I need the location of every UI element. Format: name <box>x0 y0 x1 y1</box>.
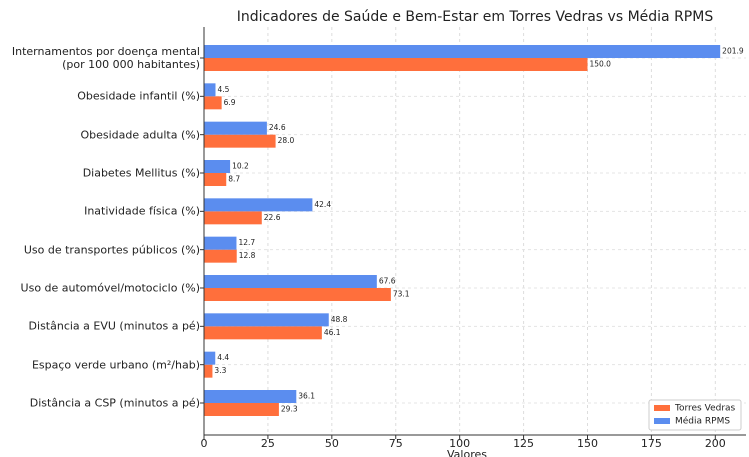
y-tick-label: Distância a CSP (minutos a pé) <box>29 396 200 410</box>
y-tick-label: Uso de automóvel/motociclo (%) <box>20 281 200 295</box>
bar <box>204 211 262 225</box>
y-tick-label: Obesidade infantil (%) <box>77 89 200 103</box>
value-label: 24.6 <box>269 123 286 132</box>
x-axis-label: Valores <box>447 448 487 457</box>
x-tick-label: 200 <box>705 437 726 450</box>
bar <box>204 58 588 71</box>
value-label: 12.7 <box>238 238 255 247</box>
x-tick-label: 150 <box>577 437 598 450</box>
legend-label: Média RPMS <box>675 416 730 427</box>
value-label: 48.8 <box>331 315 348 324</box>
value-label: 4.4 <box>217 353 229 362</box>
bar <box>204 364 213 378</box>
bar <box>204 83 216 97</box>
value-label: 3.3 <box>214 366 226 375</box>
bar <box>204 198 313 212</box>
bar <box>204 121 267 135</box>
bar <box>204 313 329 327</box>
value-label: 67.6 <box>379 277 396 286</box>
x-tick-label: 100 <box>449 437 470 450</box>
legend-swatch <box>654 405 670 411</box>
value-label: 6.9 <box>224 98 236 107</box>
chart-title: Indicadores de Saúde e Bem-Estar em Torr… <box>237 9 714 25</box>
value-label: 10.2 <box>232 162 249 171</box>
bar <box>204 351 216 365</box>
y-tick-label: Espaço verde urbano (m²/hab) <box>31 358 200 372</box>
bar <box>204 160 231 173</box>
value-label: 8.7 <box>228 175 240 184</box>
legend-box <box>648 399 742 431</box>
value-label: 150.0 <box>589 60 611 69</box>
bar <box>204 173 227 186</box>
legend-swatch <box>654 418 670 424</box>
y-tick-label: Inatividade física (%) <box>84 204 200 218</box>
legend-label: Torres Vedras <box>674 404 736 414</box>
value-label: 36.1 <box>298 392 315 401</box>
value-label: 73.1 <box>393 290 410 299</box>
bar <box>204 45 721 58</box>
value-label: 46.1 <box>324 328 341 337</box>
x-tick-label: 0 <box>201 437 208 450</box>
y-tick-label: Diabetes Mellitus (%) <box>82 166 200 180</box>
y-tick-label: Obesidade adulta (%) <box>80 128 200 142</box>
bar <box>204 249 237 263</box>
y-tick-label: Uso de transportes públicos (%) <box>23 243 200 257</box>
x-tick-label: 175 <box>641 437 662 450</box>
value-label: 12.8 <box>239 251 256 260</box>
bar <box>204 236 237 250</box>
value-label: 4.5 <box>218 85 230 94</box>
bar <box>204 134 276 148</box>
x-tick-label: 75 <box>389 437 403 450</box>
bar <box>204 288 391 301</box>
bar <box>204 96 222 110</box>
bar <box>204 390 297 403</box>
value-label: 42.4 <box>314 200 331 209</box>
bar <box>204 403 279 416</box>
bar <box>204 275 377 288</box>
value-label: 22.6 <box>264 213 281 222</box>
x-tick-label: 25 <box>261 437 275 450</box>
value-label: 29.3 <box>281 405 298 414</box>
x-tick-label: 50 <box>325 437 339 450</box>
y-tick-label: Distância a EVU (minutos a pé) <box>28 319 200 333</box>
value-label: 201.9 <box>722 47 744 56</box>
value-label: 28.0 <box>278 136 295 145</box>
bar <box>204 326 322 340</box>
x-tick-label: 125 <box>513 437 534 450</box>
y-tick-label: Internamentos por doença mental (por 100… <box>11 45 200 71</box>
